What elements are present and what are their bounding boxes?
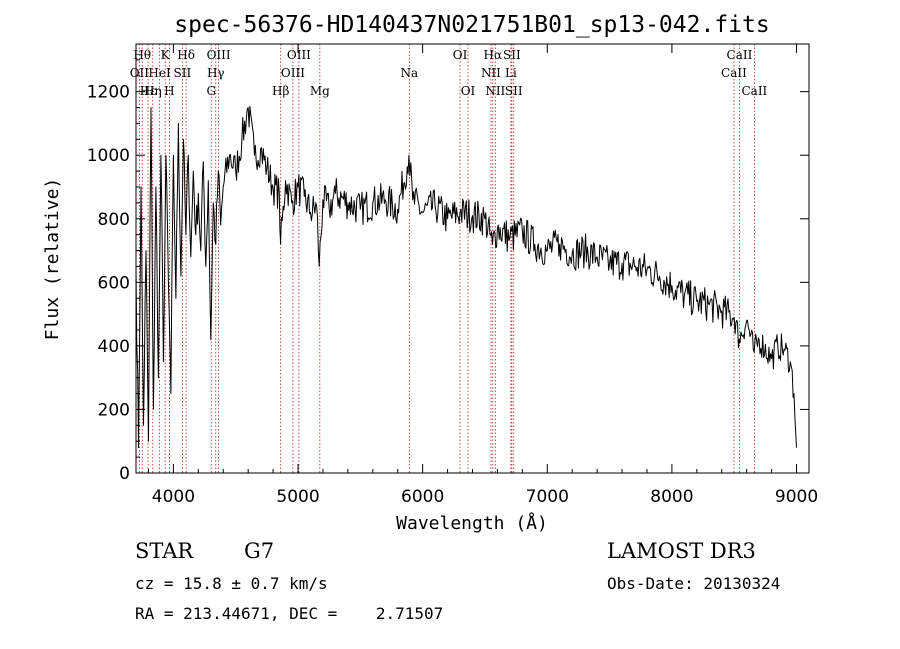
y-tick-label: 800 <box>98 210 130 230</box>
line-label: Hβ <box>272 84 289 98</box>
x-tick-label: 5000 <box>276 487 319 507</box>
y-tick-label: 400 <box>98 337 130 357</box>
line-label: Hε <box>140 84 157 98</box>
line-label: Hγ <box>207 66 225 80</box>
observation-date: Obs-Date: 20130324 <box>607 574 781 593</box>
line-label: SII <box>174 66 192 80</box>
y-axis: 0 200 400 600 800 1000 1200 <box>87 59 809 484</box>
x-tick-label: 7000 <box>526 487 569 507</box>
line-label: OIII <box>207 48 231 62</box>
redshift-value: cz = 15.8 ± 0.7 km/s <box>135 574 328 593</box>
flux-series <box>135 105 797 449</box>
line-label: NII <box>481 66 501 80</box>
x-tick-label: 4000 <box>152 487 195 507</box>
coordinates: RA = 213.44671, DEC = 2.71507 <box>135 604 444 623</box>
line-label: OIII <box>281 66 305 80</box>
line-label: Na <box>400 66 418 80</box>
x-axis: 4000 5000 6000 7000 8000 9000 <box>147 44 818 507</box>
x-tick-label: 9000 <box>775 487 818 507</box>
line-label: OIII <box>287 48 311 62</box>
chart-title: spec-56376-HD140437N021751B01_sp13-042.f… <box>174 12 769 38</box>
line-label: HeI <box>148 66 171 80</box>
line-label: CaII <box>727 48 753 62</box>
line-label: CaII <box>741 84 767 98</box>
y-tick-label: 1200 <box>87 83 130 103</box>
line-label: G <box>206 84 216 98</box>
x-axis-label: Wavelength (Å) <box>396 512 548 534</box>
line-label: Mg <box>310 84 330 98</box>
x-tick-label: 8000 <box>650 487 693 507</box>
spectral-subclass: G7 <box>244 539 275 563</box>
y-axis-label: Flux (relative) <box>42 178 63 341</box>
y-tick-label: 1000 <box>87 146 130 166</box>
line-label: Hη <box>144 84 162 98</box>
line-label: H <box>164 84 174 98</box>
y-tick-label: 200 <box>98 400 130 420</box>
line-label: Hα <box>484 48 503 62</box>
line-label: Hθ <box>133 48 151 62</box>
line-label: SII <box>503 48 521 62</box>
line-label: CaII <box>721 66 747 80</box>
y-tick-label: 0 <box>119 464 130 484</box>
y-tick-label: 600 <box>98 273 130 293</box>
plot-frame <box>135 43 810 474</box>
line-label: K <box>161 48 171 62</box>
line-label: OI <box>453 48 468 62</box>
x-tick-label: 6000 <box>401 487 444 507</box>
line-label: OII <box>130 66 150 80</box>
line-label: Li <box>505 66 517 80</box>
flux-line <box>135 105 797 449</box>
spectral-class: STAR <box>135 539 194 563</box>
line-label: NII <box>485 84 505 98</box>
survey-name: LAMOST DR3 <box>607 539 756 563</box>
line-label: Hδ <box>177 48 195 62</box>
line-label: SII <box>505 84 523 98</box>
line-label: OI <box>461 84 476 98</box>
